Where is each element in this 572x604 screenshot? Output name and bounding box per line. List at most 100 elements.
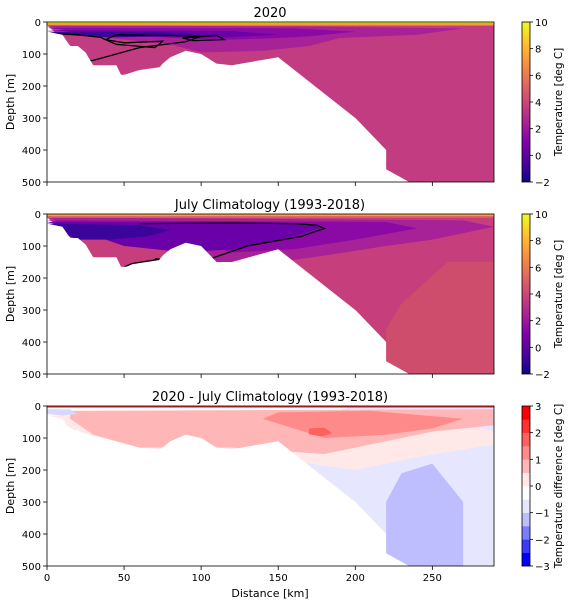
surface-band xyxy=(47,23,494,26)
y-tick-label: 200 xyxy=(22,274,41,285)
y-tick-label: 0 xyxy=(35,210,41,221)
colorbar-step xyxy=(522,552,530,567)
colorbar-label: Temperature [deg C] xyxy=(553,48,565,158)
colorbar-label: Temperature [deg C] xyxy=(553,240,565,350)
colorbar-step xyxy=(522,526,530,540)
colorbar-tick-label: 0 xyxy=(535,343,541,354)
x-ticks: 0 50 100 150 200 250 xyxy=(44,566,442,584)
colorbar: 3 2 1 0 −1 −2 −3 Temperature difference [deg C] xyxy=(521,402,565,573)
field-layer xyxy=(47,214,494,374)
zero-contour xyxy=(139,222,327,263)
y-axis-label: Depth [m] xyxy=(4,266,17,322)
y-tick-label: 0 xyxy=(35,402,41,413)
colorbar-gradient xyxy=(522,214,530,374)
temperature-field xyxy=(47,217,494,374)
seafloor-mask xyxy=(47,31,410,182)
plot-area xyxy=(46,21,495,183)
panel-2020: 2020 Depth [m] 0 100 200 300 400 500 10 8 6 4 2 0 −… xyxy=(4,6,565,189)
y-tick-label: 0 xyxy=(35,18,41,29)
field-layer xyxy=(47,406,494,566)
axes-frame xyxy=(46,213,495,375)
colorbar-tick-label: 6 xyxy=(535,71,541,82)
colorbar-tick-label: 0 xyxy=(535,151,541,162)
colorbar-tick-label: 8 xyxy=(535,45,541,56)
field-layer xyxy=(47,22,494,182)
x-tick-label: 250 xyxy=(423,573,442,584)
temperature-field xyxy=(386,463,494,566)
colorbar-tick-label: 6 xyxy=(535,263,541,274)
colorbar-step xyxy=(522,406,530,420)
seafloor-mask xyxy=(47,223,410,374)
plot-area xyxy=(46,213,495,375)
temperature-field xyxy=(47,25,494,182)
x-tick-label: 0 xyxy=(44,573,50,584)
colorbar-step xyxy=(522,499,530,513)
panel-title: 2020 - July Climatology (1993-2018) xyxy=(152,390,388,405)
colorbar-tick-label: −2 xyxy=(535,178,550,189)
colorbar-tick-label: 10 xyxy=(535,18,548,29)
y-ticks: 0 100 200 300 400 500 xyxy=(22,402,47,573)
colorbar-step xyxy=(522,539,530,553)
y-tick-label: 400 xyxy=(22,530,41,541)
zero-contour xyxy=(182,34,227,42)
y-tick-label: 300 xyxy=(22,306,41,317)
colorbar-label: Temperature difference [deg C] xyxy=(553,404,565,570)
y-tick-label: 500 xyxy=(22,370,41,381)
colorbar-step xyxy=(522,512,530,527)
y-tick-label: 300 xyxy=(22,114,41,125)
colorbar-tick-label: 2 xyxy=(535,317,541,328)
temperature-field xyxy=(47,223,171,240)
y-tick-label: 400 xyxy=(22,338,41,349)
x-axis-label: Distance [km] xyxy=(231,587,308,600)
y-tick-label: 100 xyxy=(22,242,41,253)
y-tick-label: 100 xyxy=(22,50,41,61)
x-tick-label: 100 xyxy=(192,573,211,584)
y-tick-label: 400 xyxy=(22,146,41,157)
colorbar-tick-label: −2 xyxy=(535,370,550,381)
colorbar-step xyxy=(522,486,530,500)
colorbar-step xyxy=(522,446,530,460)
colorbar-tick-label: 1 xyxy=(535,455,541,466)
y-tick-label: 200 xyxy=(22,82,41,93)
colorbar-tick-label: 0 xyxy=(535,482,541,493)
y-tick-label: 300 xyxy=(22,498,41,509)
panel-difference: 2020 - July Climatology (1993-2018) Dept… xyxy=(4,390,565,600)
colorbar-tick-label: −1 xyxy=(535,509,550,520)
temperature-field xyxy=(309,427,333,437)
axes-frame xyxy=(46,405,495,567)
seafloor-mask xyxy=(47,415,410,566)
panel-title: 2020 xyxy=(253,6,286,21)
y-tick-label: 500 xyxy=(22,178,41,189)
temperature-field xyxy=(47,409,78,416)
panel-title: July Climatology (1993-2018) xyxy=(174,198,365,213)
colorbar-tick-label: 10 xyxy=(535,210,548,221)
panel-climatology: July Climatology (1993-2018) Depth [m] 0… xyxy=(4,198,565,381)
x-tick-label: 50 xyxy=(118,573,131,584)
colorbar-step xyxy=(522,432,530,447)
surface-band xyxy=(47,215,494,218)
colorbar-tick-label: 2 xyxy=(535,125,541,136)
colorbar-tick-label: 3 xyxy=(535,402,541,413)
colorbar-tick-label: 8 xyxy=(535,237,541,248)
colorbar-tick-label: −2 xyxy=(535,535,550,546)
y-ticks: 0 100 200 300 400 500 xyxy=(22,18,433,189)
y-tick-label: 500 xyxy=(22,562,41,573)
y-ticks: 0 100 200 300 400 500 xyxy=(22,210,433,381)
y-axis-label: Depth [m] xyxy=(4,74,17,130)
colorbar: 10 8 6 4 2 0 −2 Temperature [deg C] xyxy=(521,18,565,189)
axes-frame xyxy=(46,21,495,183)
colorbar-step xyxy=(522,472,530,487)
y-tick-label: 100 xyxy=(22,434,41,445)
colorbar-gradient xyxy=(522,22,530,182)
y-tick-label: 200 xyxy=(22,466,41,477)
colorbar-tick-label: 4 xyxy=(535,98,541,109)
x-tick-label: 150 xyxy=(269,573,288,584)
colorbar-step xyxy=(522,459,530,473)
plot-area xyxy=(46,405,495,567)
colorbar-tick-label: −3 xyxy=(535,562,550,573)
colorbar: 10 8 6 4 2 0 −2 Temperature [deg C] xyxy=(521,210,565,381)
temperature-field xyxy=(386,262,494,374)
x-tick-label: 200 xyxy=(346,573,365,584)
colorbar-step xyxy=(522,419,530,433)
